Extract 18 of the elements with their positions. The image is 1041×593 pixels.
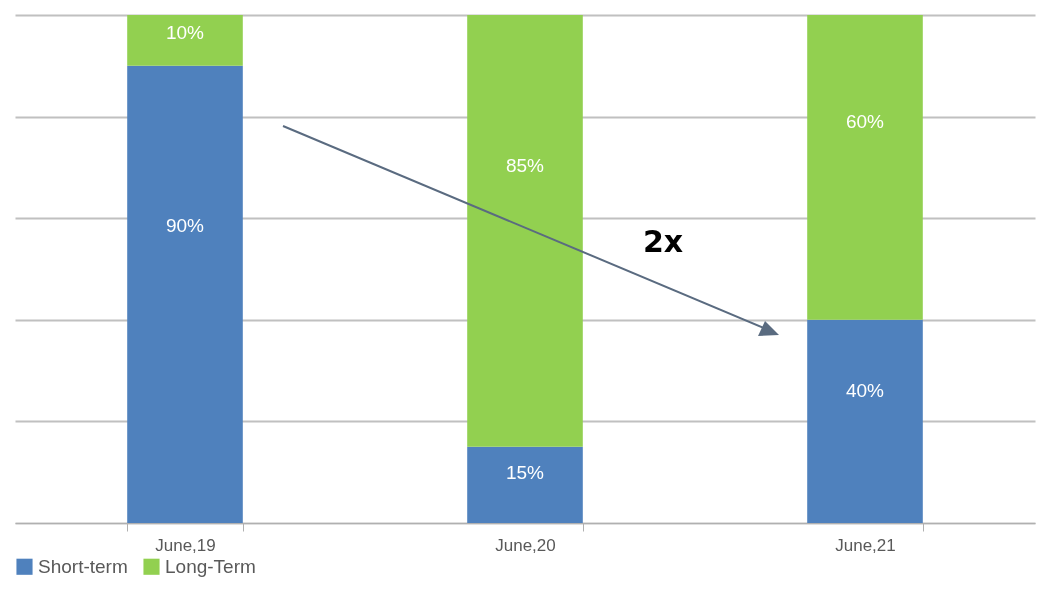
- data-label: 40%: [845, 379, 885, 401]
- bar: [127, 15, 243, 66]
- legend-label: Short-term: [38, 555, 128, 577]
- data-label: 60%: [845, 110, 885, 132]
- legend-label: Long-Term: [165, 555, 256, 577]
- bar: [807, 15, 923, 320]
- annotation: 2x: [643, 224, 684, 259]
- data-label: 15%: [505, 462, 545, 484]
- bar: [807, 319, 923, 523]
- bar: [467, 446, 583, 523]
- bar: [467, 15, 583, 447]
- data-label: 90%: [165, 214, 205, 236]
- x-tick-label: June,20: [495, 535, 556, 555]
- data-label: 10%: [165, 21, 205, 43]
- x-tick-label: June,19: [155, 535, 216, 555]
- bar: [127, 65, 243, 523]
- data-label: 85%: [505, 155, 545, 177]
- x-tick-label: June,21: [835, 535, 896, 555]
